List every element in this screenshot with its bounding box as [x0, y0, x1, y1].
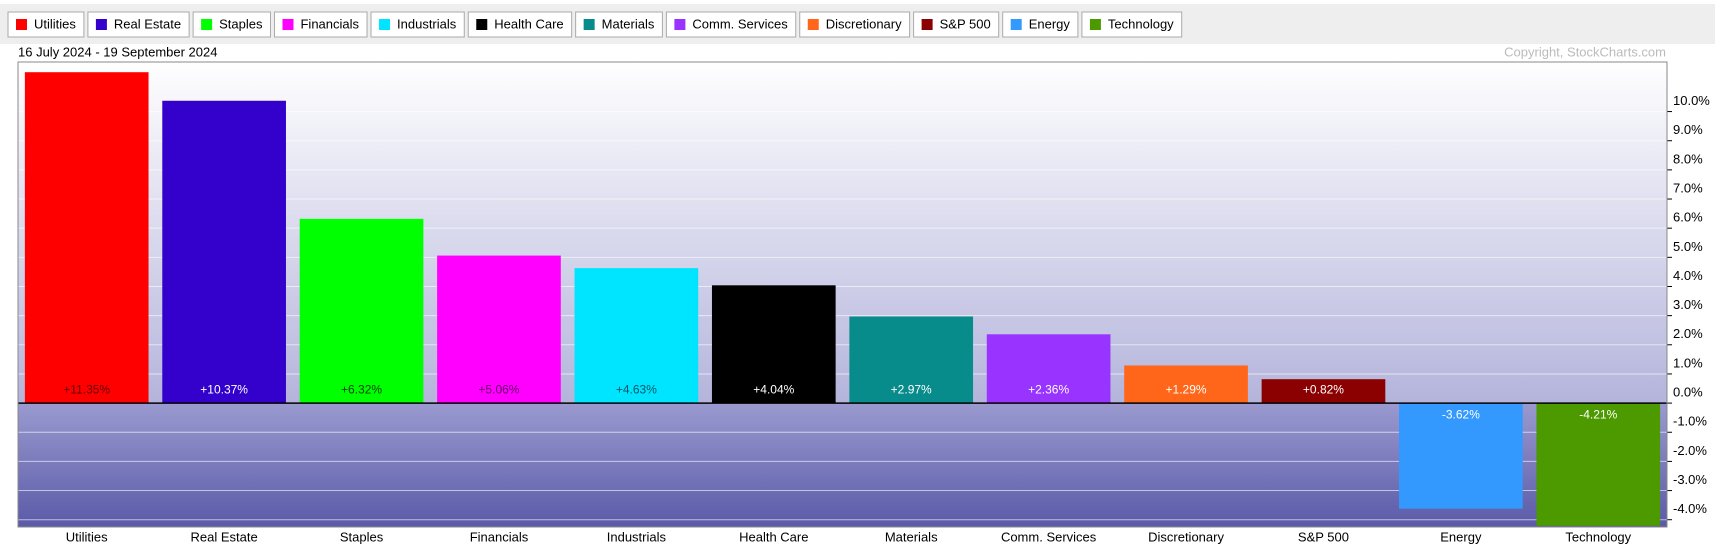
legend-swatch	[674, 19, 686, 30]
y-tick-label: -1.0%	[1673, 414, 1707, 429]
copyright: Copyright, StockCharts.com	[1504, 44, 1666, 59]
y-tick-label: 8.0%	[1673, 151, 1703, 166]
legend-swatch	[1010, 19, 1022, 30]
legend-item[interactable]: Discretionary	[799, 11, 911, 38]
value-label: +10.37%	[200, 382, 248, 396]
value-label: -3.62%	[1442, 407, 1480, 421]
x-tick-label: Discretionary	[1148, 529, 1224, 544]
y-tick-label: 0.0%	[1673, 385, 1703, 400]
legend-swatch	[1089, 19, 1101, 30]
bar	[24, 72, 149, 404]
legend-swatch	[282, 19, 294, 30]
legend-label: Energy	[1029, 16, 1071, 31]
value-label: +2.97%	[891, 382, 932, 396]
legend-item[interactable]: Energy	[1002, 11, 1079, 38]
bar	[1124, 365, 1248, 404]
legend-label: Industrials	[397, 16, 457, 31]
x-tick-label: Real Estate	[191, 529, 258, 544]
subtitle: 16 July 2024 - 19 September 2024	[18, 44, 217, 59]
y-tick-label: 6.0%	[1673, 210, 1703, 225]
legend-label: Discretionary	[826, 16, 902, 31]
value-label: -4.21%	[1579, 407, 1617, 421]
legend-swatch	[921, 19, 933, 30]
value-label: +1.29%	[1166, 382, 1207, 396]
legend-label: Real Estate	[114, 16, 181, 31]
x-tick-label: Health Care	[739, 529, 808, 544]
bar	[299, 218, 424, 404]
y-tick-label: -4.0%	[1673, 501, 1707, 516]
legend-button	[665, 11, 797, 38]
bar	[1261, 379, 1386, 404]
value-label: +2.36%	[1028, 382, 1069, 396]
x-tick-label: Energy	[1440, 529, 1482, 544]
x-tick-label: Financials	[470, 529, 529, 544]
legend-swatch	[476, 19, 488, 30]
y-tick-label: 3.0%	[1673, 297, 1703, 312]
y-tick-label: 2.0%	[1673, 326, 1703, 341]
x-tick-label: Utilities	[66, 529, 108, 544]
y-tick-label: 4.0%	[1673, 268, 1703, 283]
legend-item[interactable]: Health Care	[467, 11, 573, 38]
legend-label: S&P 500	[940, 16, 991, 31]
value-label: +4.63%	[616, 382, 657, 396]
legend-item[interactable]: Utilities	[7, 11, 85, 38]
legend-label: Comm. Services	[692, 16, 788, 31]
value-label: +4.04%	[753, 382, 794, 396]
legend-label: Technology	[1108, 16, 1174, 31]
legend-item[interactable]: Technology	[1081, 11, 1183, 38]
legend-swatch	[16, 19, 27, 30]
legend-label: Staples	[219, 16, 263, 31]
legend-swatch	[201, 19, 213, 30]
y-tick-label: 7.0%	[1673, 180, 1703, 195]
bar	[849, 316, 974, 404]
legend-label: Utilities	[34, 16, 76, 31]
legend-item[interactable]: Real Estate	[87, 11, 190, 38]
legend-button	[913, 11, 1000, 38]
value-label: +0.82%	[1303, 382, 1344, 396]
legend-swatch	[95, 19, 107, 30]
y-tick-label: -2.0%	[1673, 443, 1707, 458]
bar	[1399, 403, 1523, 509]
legend-label: Health Care	[494, 16, 563, 31]
legend-label: Financials	[300, 16, 359, 31]
value-label: +6.32%	[341, 382, 382, 396]
legend-item[interactable]: Comm. Services	[665, 11, 797, 38]
legend-swatch	[583, 19, 595, 30]
legend-item[interactable]: Financials	[273, 11, 368, 38]
x-tick-label: Technology	[1565, 529, 1631, 544]
value-label: +5.06%	[478, 382, 519, 396]
y-tick-label: 10.0%	[1673, 93, 1710, 108]
y-tick-label: -3.0%	[1673, 472, 1707, 487]
y-tick-label: 9.0%	[1673, 122, 1703, 137]
bar	[711, 285, 836, 404]
legend-swatch	[807, 19, 819, 30]
legend-label: Materials	[602, 16, 655, 31]
y-tick-label: 1.0%	[1673, 355, 1703, 370]
legend-item[interactable]: S&P 500	[913, 11, 1000, 38]
bar	[162, 100, 286, 404]
x-tick-label: S&P 500	[1298, 529, 1349, 544]
plot-border	[17, 61, 1668, 528]
plot-bg-up	[18, 62, 1667, 404]
x-tick-label: Staples	[340, 529, 384, 544]
y-tick-label: 5.0%	[1673, 239, 1703, 254]
bar	[1536, 403, 1661, 526]
bar	[437, 255, 561, 404]
plot-bg-down	[18, 403, 1667, 527]
x-tick-label: Comm. Services	[1001, 529, 1097, 544]
x-tick-label: Materials	[885, 529, 938, 544]
bar	[986, 334, 1111, 404]
legend-item[interactable]: Materials	[575, 11, 663, 38]
legend-swatch	[379, 19, 391, 30]
legend-item[interactable]: Industrials	[370, 11, 465, 38]
x-tick-label: Industrials	[607, 529, 667, 544]
legend-item[interactable]: Staples	[192, 11, 271, 38]
value-label: +11.35%	[63, 382, 110, 396]
bar	[574, 268, 699, 404]
